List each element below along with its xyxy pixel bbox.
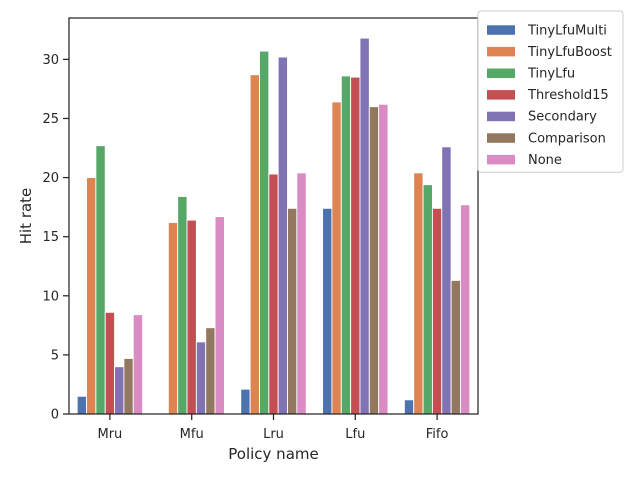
y-tick-label: 30 bbox=[42, 53, 59, 68]
legend-swatch bbox=[487, 111, 515, 122]
bar-tinylfumulti-fifo bbox=[403, 399, 415, 415]
legend-label: Secondary bbox=[528, 110, 597, 125]
legend-label: Comparison bbox=[528, 131, 606, 146]
x-axis: Mru Mfu Lru Lfu Fifo bbox=[97, 414, 448, 442]
bar-none-mfu bbox=[214, 216, 225, 415]
bar-tinylfuboost-mfu bbox=[167, 222, 179, 415]
legend-swatch bbox=[487, 133, 515, 143]
x-axis-label: Policy name bbox=[228, 445, 318, 463]
bar-secondary-mfu bbox=[195, 341, 207, 415]
bar-tinylfuboost-mru bbox=[86, 177, 97, 415]
bar-comparison-lru bbox=[287, 207, 298, 415]
bar-secondary-lru bbox=[277, 56, 288, 415]
bar-threshold15-fifo bbox=[431, 207, 443, 415]
legend-swatch bbox=[487, 25, 515, 35]
y-tick-label: 15 bbox=[42, 230, 59, 245]
bar-tinylfumulti-lfu bbox=[322, 207, 333, 415]
bar-tinylfu-fifo bbox=[422, 184, 433, 415]
bar-comparison-lfu bbox=[368, 106, 380, 415]
bar-tinylfumulti-mru bbox=[76, 395, 87, 415]
bar-none-lru bbox=[296, 172, 307, 415]
legend-label: None bbox=[528, 153, 562, 168]
legend-label: TinyLfuMulti bbox=[527, 23, 607, 38]
bar-tinylfu-mru bbox=[95, 145, 106, 415]
y-axis: 0 5 10 15 20 25 30 bbox=[42, 53, 69, 423]
bar-threshold15-lru bbox=[268, 173, 279, 415]
bar-tinylfuboost-fifo bbox=[413, 172, 424, 415]
legend: TinyLfuMulti TinyLfuBoost TinyLfu Threshold… bbox=[477, 10, 624, 173]
bar-none-lfu bbox=[378, 103, 389, 415]
y-tick-label: 5 bbox=[51, 348, 59, 363]
legend-label: Threshold15 bbox=[527, 88, 609, 103]
bar-none-mru bbox=[132, 314, 144, 415]
y-axis-label: Hit rate bbox=[17, 188, 35, 245]
bar-tinylfumulti-lru bbox=[240, 388, 251, 415]
bars-layer bbox=[76, 37, 471, 415]
bar-none-fifo bbox=[460, 204, 471, 415]
bar-tinylfuboost-lru bbox=[249, 74, 260, 415]
x-tick-label: Mru bbox=[97, 427, 122, 442]
bar-threshold15-mfu bbox=[186, 219, 197, 415]
bar-threshold15-mru bbox=[104, 311, 116, 415]
legend-swatch bbox=[487, 154, 515, 165]
y-tick-label: 0 bbox=[51, 408, 59, 423]
x-tick-label: Fifo bbox=[426, 427, 449, 442]
bar-comparison-mru bbox=[123, 357, 134, 415]
bar-secondary-mru bbox=[114, 366, 125, 415]
bar-secondary-lfu bbox=[359, 37, 370, 415]
bar-tinylfuboost-lfu bbox=[331, 101, 342, 415]
bar-tinylfu-lru bbox=[259, 50, 270, 415]
bar-tinylfu-mfu bbox=[177, 196, 188, 415]
x-tick-label: Lfu bbox=[345, 427, 365, 442]
legend-label: TinyLfuBoost bbox=[527, 45, 612, 60]
bar-tinylfu-lfu bbox=[340, 75, 352, 415]
x-tick-label: Lru bbox=[263, 427, 284, 442]
y-tick-label: 10 bbox=[42, 289, 59, 304]
bar-threshold15-lfu bbox=[350, 76, 361, 415]
x-tick-label: Mfu bbox=[180, 427, 204, 442]
y-tick-label: 20 bbox=[42, 171, 59, 186]
bar-secondary-fifo bbox=[441, 146, 452, 415]
bar-comparison-mfu bbox=[205, 327, 216, 415]
bar-comparison-fifo bbox=[450, 279, 461, 415]
y-tick-label: 25 bbox=[42, 112, 59, 127]
legend-swatch bbox=[487, 68, 515, 78]
legend-label: TinyLfu bbox=[527, 67, 575, 82]
legend-swatch bbox=[487, 90, 515, 100]
legend-swatch bbox=[487, 46, 515, 57]
